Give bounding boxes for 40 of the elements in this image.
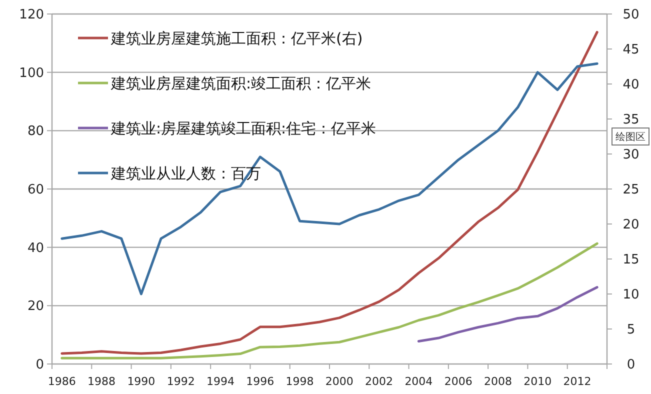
x-tick-label: 1990 — [127, 375, 156, 388]
y2-tick-label: 20 — [622, 218, 640, 233]
y2-tick-label: 25 — [622, 182, 640, 198]
y2-tick-label: 50 — [622, 8, 640, 23]
x-tick-label: 1992 — [166, 375, 195, 388]
y-tick-label: 40 — [27, 240, 44, 256]
x-tick-label: 1986 — [48, 375, 76, 388]
x-tick-label: 2010 — [524, 375, 552, 388]
legend-label: 建筑业房屋建筑面积:竣工面积：亿平米 — [110, 74, 372, 92]
line-series — [60, 242, 598, 360]
y-tick-label: 120 — [19, 8, 44, 23]
x-tick-label: 2000 — [325, 375, 354, 388]
x-tick-label: 1996 — [246, 375, 274, 388]
y-tick-label: 100 — [19, 66, 44, 81]
y2-tick-label: 45 — [622, 42, 640, 58]
line-series — [60, 62, 598, 296]
x-tick-label: 2006 — [444, 375, 472, 388]
y-tick-label: 20 — [27, 299, 44, 314]
y2-tick-label: 30 — [622, 148, 640, 163]
x-tick-label: 1994 — [206, 375, 234, 388]
line-series — [60, 30, 598, 355]
y-tick-label: 60 — [27, 182, 44, 198]
x-tick-label: 2004 — [404, 375, 433, 388]
x-tick-label: 2008 — [484, 375, 512, 388]
y-tick-label: 80 — [27, 124, 44, 140]
text: 绘图区 — [616, 131, 646, 143]
x-tick-label: 1998 — [286, 375, 314, 388]
legend-label: 建筑业房屋建筑施工面积：亿平米(右) — [110, 29, 363, 48]
y2-tick-label: 0 — [626, 358, 636, 373]
y2-tick-label: 35 — [622, 112, 640, 128]
y2-tick-label: 5 — [626, 322, 636, 338]
y2-tick-label: 10 — [622, 288, 640, 303]
x-tick-label: 2002 — [365, 375, 394, 388]
x-tick-label: 1988 — [88, 375, 116, 388]
y2-tick-label: 40 — [622, 78, 640, 93]
x-tick-label: 2012 — [563, 375, 592, 388]
y-tick-label: 0 — [36, 358, 44, 373]
y2-tick-label: 15 — [622, 252, 640, 268]
line-series — [417, 286, 598, 342]
legend-label: 建筑业:房屋建筑竣工面积:住宅：亿平米 — [110, 119, 376, 138]
